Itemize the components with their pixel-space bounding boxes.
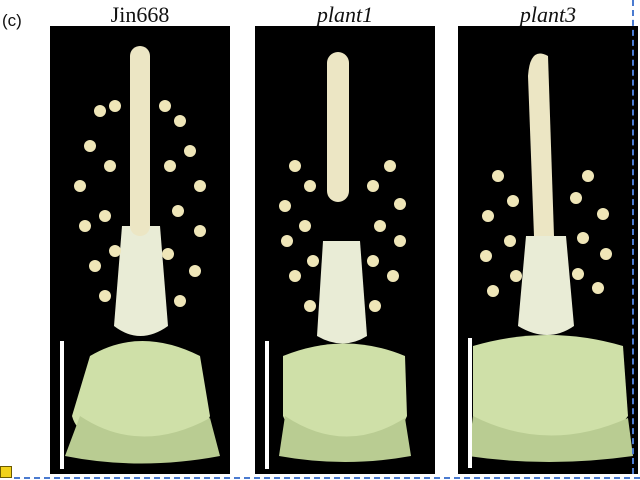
column-title-plant1: plant1 <box>316 2 374 27</box>
column-title-plant3: plant3 <box>519 2 577 27</box>
photo-plant3 <box>458 26 638 474</box>
photo-plant1 <box>255 26 435 474</box>
corner-handle[interactable] <box>0 466 12 478</box>
photo-jin668 <box>50 26 230 474</box>
panel-label: (c) <box>2 11 22 30</box>
selection-border-bottom <box>14 477 640 479</box>
column-title-jin668: Jin668 <box>110 2 170 27</box>
selection-border-right <box>632 0 634 474</box>
